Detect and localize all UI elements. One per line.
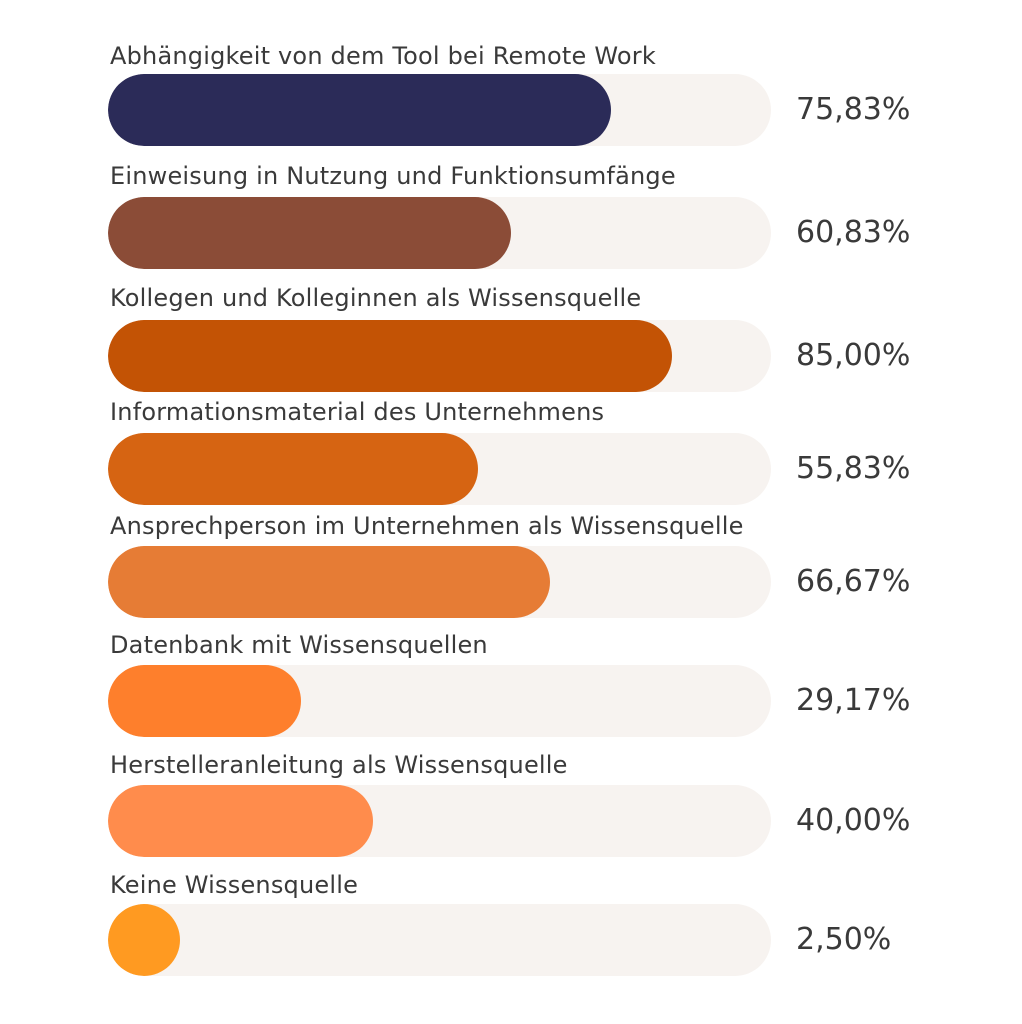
category-label: Einweisung in Nutzung und Funktionsumfän… — [110, 162, 676, 190]
bar-track — [108, 197, 771, 269]
bar — [108, 665, 302, 737]
value-label: 60,83% — [796, 215, 911, 250]
value-label: 40,00% — [796, 803, 911, 838]
category-label: Abhängigkeit von dem Tool bei Remote Wor… — [110, 42, 656, 70]
bar — [108, 74, 611, 146]
value-label: 29,17% — [796, 683, 911, 718]
category-label: Keine Wissensquelle — [110, 871, 359, 899]
bar — [108, 546, 551, 618]
bar — [108, 904, 180, 976]
value-label: 2,50% — [796, 922, 892, 957]
bar-track — [108, 433, 771, 505]
value-label: 55,83% — [796, 451, 911, 486]
bar-track — [108, 546, 771, 618]
bar-track — [108, 320, 771, 392]
bar-track — [108, 904, 771, 976]
bar — [108, 197, 512, 269]
bar — [108, 320, 672, 392]
bar — [108, 785, 374, 857]
category-label: Kollegen und Kolleginnen als Wissensquel… — [110, 284, 642, 312]
bar-track — [108, 785, 771, 857]
bar — [108, 433, 479, 505]
category-label: Ansprechperson im Unternehmen als Wissen… — [110, 512, 744, 540]
value-label: 85,00% — [796, 338, 911, 373]
value-label: 75,83% — [796, 92, 911, 127]
value-label: 66,67% — [796, 564, 911, 599]
category-label: Datenbank mit Wissensquellen — [110, 631, 488, 659]
bar-track — [108, 665, 771, 737]
category-label: Informationsmaterial des Unternehmens — [110, 398, 605, 426]
category-label: Herstelleranleitung als Wissensquelle — [110, 751, 568, 779]
bar-track — [108, 74, 771, 146]
